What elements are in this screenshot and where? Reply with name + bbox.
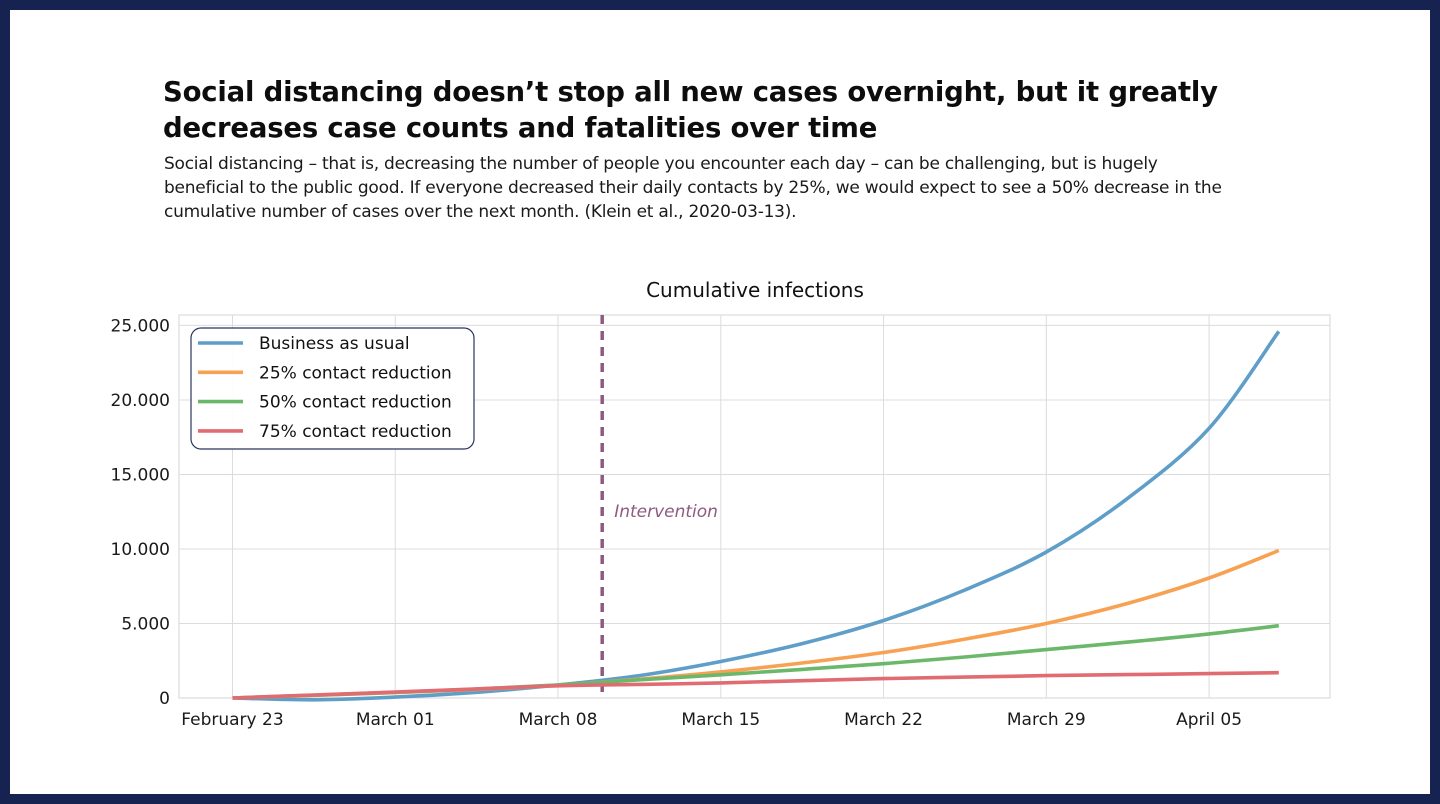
legend-label: 50% contact reduction bbox=[259, 393, 452, 413]
intervention-label: Intervention bbox=[614, 502, 718, 522]
subtitle: Social distancing – that is, decreasing … bbox=[164, 154, 1222, 222]
x-tick-label: March 01 bbox=[356, 710, 435, 730]
chart-title: Cumulative infections bbox=[646, 278, 864, 302]
grid bbox=[178, 314, 1331, 699]
x-tick-label: February 23 bbox=[181, 710, 283, 730]
legend-label: Business as usual bbox=[259, 334, 410, 354]
x-tick-label: March 29 bbox=[1007, 710, 1086, 730]
x-tick-label: April 05 bbox=[1176, 710, 1242, 730]
headline: Social distancing doesn’t stop all new c… bbox=[163, 76, 1218, 144]
legend-box bbox=[190, 327, 475, 450]
x-axis-ticks: February 23 March 01 March 08 March 15 March… bbox=[181, 710, 1242, 730]
series-line-75-contact-reduction bbox=[232, 670, 1279, 700]
annotations: Intervention bbox=[600, 315, 718, 698]
y-axis-ticks: 0 5.000 10.000 15.000 20.000 25.000 bbox=[111, 316, 170, 709]
series-line-business-as-usual bbox=[232, 330, 1281, 702]
x-tick-label: March 15 bbox=[681, 710, 760, 730]
y-tick-label: 25.000 bbox=[111, 316, 170, 336]
series-line-50-contact-reduction bbox=[232, 623, 1280, 700]
y-tick-label: 0 bbox=[159, 689, 170, 709]
series-lines bbox=[232, 330, 1281, 702]
legend-label: 25% contact reduction bbox=[259, 363, 452, 383]
x-tick-label: March 08 bbox=[519, 710, 598, 730]
legend: Business as usual 25% contact reduction 50… bbox=[190, 327, 475, 450]
y-tick-label: 10.000 bbox=[111, 540, 170, 560]
y-tick-label: 5.000 bbox=[121, 614, 170, 634]
y-tick-label: 20.000 bbox=[111, 391, 170, 411]
legend-label: 75% contact reduction bbox=[259, 422, 452, 442]
x-tick-label: March 22 bbox=[844, 710, 923, 730]
y-tick-label: 15.000 bbox=[111, 465, 170, 485]
